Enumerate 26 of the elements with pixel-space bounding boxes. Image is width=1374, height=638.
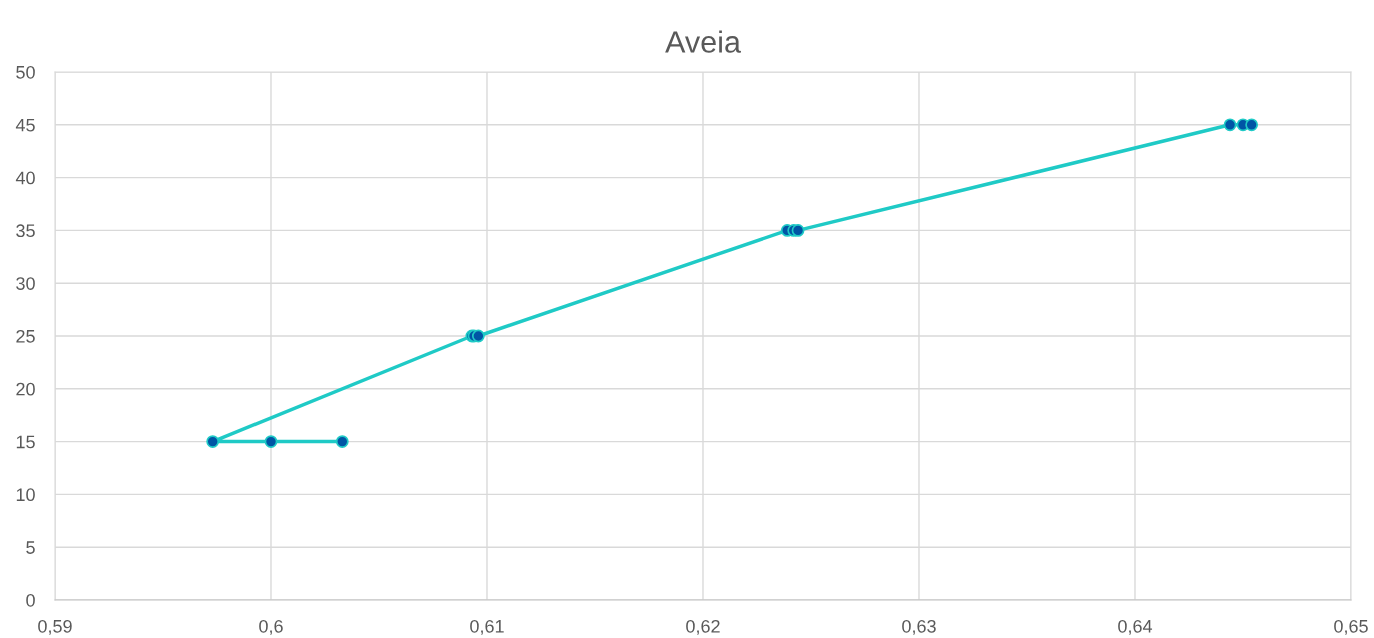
point xyxy=(471,329,485,343)
x-tick-label: 0,63 xyxy=(902,619,936,635)
point xyxy=(264,435,278,448)
x-tick-label: 0,64 xyxy=(1118,619,1153,635)
y-tick-label: 35 xyxy=(16,224,35,238)
x-tick-label: 0,6 xyxy=(259,619,283,635)
y-tick-label: 5 xyxy=(26,541,35,554)
point xyxy=(1245,118,1259,132)
y-tick-label: 50 xyxy=(16,65,35,79)
y-tick-label: 25 xyxy=(16,329,35,343)
point xyxy=(206,435,220,448)
chart-title: Aveia xyxy=(665,30,741,53)
point xyxy=(335,435,349,448)
y-tick-label: 20 xyxy=(16,382,35,396)
point xyxy=(1223,118,1237,132)
y-tick-label: 10 xyxy=(16,488,35,502)
y-tick-label: 15 xyxy=(16,435,35,449)
x-tick-label: 0,65 xyxy=(1334,619,1368,635)
point xyxy=(791,224,805,237)
y-tick-label: 30 xyxy=(16,277,35,290)
y-tick-label: 45 xyxy=(15,118,35,132)
x-tick-label: 0,62 xyxy=(686,619,720,635)
x-tick-label: 0,61 xyxy=(470,619,504,635)
y-tick-label: 40 xyxy=(15,171,35,185)
y-tick-label: 0 xyxy=(26,593,35,607)
x-tick-label: 0,59 xyxy=(38,619,72,635)
